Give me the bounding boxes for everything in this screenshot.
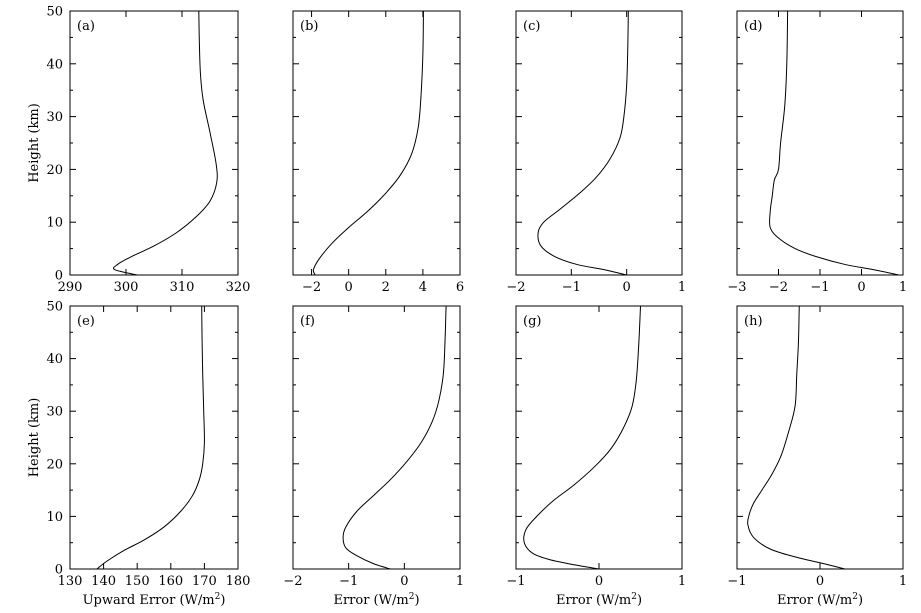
panel-3: −3 −2 −1 0 1 (d) xyxy=(727,10,907,295)
panel-1: −2 0 2 4 6 (b) xyxy=(292,10,464,295)
x-axis-title-end: ) xyxy=(637,593,642,608)
x-tick-label: −1 xyxy=(506,574,525,589)
x-axis-title-sup: 2 xyxy=(409,592,415,602)
x-axis-title: Upward Error (W/m2) xyxy=(83,592,226,608)
series-line xyxy=(96,305,205,570)
y-tick-label: 10 xyxy=(46,510,63,525)
x-axis-title: Error (W/m2) xyxy=(777,592,863,608)
x-tick-label: −2 xyxy=(769,280,788,295)
y-axis-title: Height (km) xyxy=(27,103,42,183)
series-line xyxy=(112,10,218,276)
plot-frame xyxy=(515,10,683,276)
y-tick-label: 40 xyxy=(46,352,63,367)
series-line xyxy=(747,305,846,570)
plot-frame xyxy=(515,305,683,570)
panel-4: 0 10 20 30 40 50 130 140 150 160 170 180 (e) Height (… xyxy=(27,300,250,609)
x-tick-label: 320 xyxy=(226,280,251,295)
panel-label: (d) xyxy=(744,19,762,34)
plot-frame xyxy=(736,305,904,570)
plot-frame xyxy=(736,10,904,276)
y-tick-label: 30 xyxy=(46,405,63,420)
x-tick-label: −1 xyxy=(339,574,358,589)
plot-frame xyxy=(292,305,461,570)
x-tick-label: 0 xyxy=(623,280,631,295)
x-axis-title-main: Error (W/m xyxy=(777,593,852,608)
x-tick-label: −3 xyxy=(727,280,746,295)
x-axis-title-sup: 2 xyxy=(852,592,858,602)
plot-frame xyxy=(292,10,461,276)
x-axis-title-sup: 2 xyxy=(215,592,221,602)
x-tick-label: 1 xyxy=(678,574,686,589)
y-tick-label: 30 xyxy=(46,110,63,125)
x-tick-label: 140 xyxy=(91,574,116,589)
x-tick-label: 0 xyxy=(345,280,353,295)
plot-frame xyxy=(69,10,239,276)
x-axis-title-main: Error (W/m xyxy=(556,593,631,608)
panel-label: (g) xyxy=(523,314,541,329)
y-tick-label: 40 xyxy=(46,57,63,72)
panel-2: −2 −1 0 1 (c) xyxy=(506,10,686,295)
x-tick-label: 130 xyxy=(58,574,83,589)
x-tick-label: 290 xyxy=(58,280,83,295)
x-tick-label: 4 xyxy=(419,280,427,295)
x-tick-label: 1 xyxy=(899,574,907,589)
series-line xyxy=(523,305,641,570)
x-tick-label: 0 xyxy=(400,574,408,589)
x-tick-label: 1 xyxy=(899,280,907,295)
y-tick-label: 0 xyxy=(55,563,63,578)
panel-0: 0 10 20 30 40 50 290 300 310 320 (a) Height (km) xyxy=(27,5,250,296)
y-tick-label: 10 xyxy=(46,216,63,231)
x-axis-title-main: Upward Error (W/m xyxy=(83,593,215,608)
series-line xyxy=(342,305,447,570)
plot-frame xyxy=(69,305,239,570)
x-tick-label: −1 xyxy=(810,280,829,295)
x-tick-label: −1 xyxy=(562,280,581,295)
panel-label: (h) xyxy=(744,314,763,329)
series-line xyxy=(769,10,899,276)
x-tick-label: 2 xyxy=(382,280,390,295)
x-axis-title: Error (W/m2) xyxy=(333,592,419,608)
panel-label: (f) xyxy=(300,314,315,329)
y-tick-label: 50 xyxy=(46,300,63,315)
x-tick-label: 0 xyxy=(857,280,865,295)
x-axis-title: Error (W/m2) xyxy=(556,592,642,608)
panel-label: (b) xyxy=(300,19,318,34)
y-tick-label: 20 xyxy=(46,163,63,178)
x-axis-title-sup: 2 xyxy=(631,592,637,602)
x-tick-label: 310 xyxy=(170,280,195,295)
x-tick-label: 6 xyxy=(456,280,464,295)
x-tick-label: 150 xyxy=(125,574,150,589)
x-tick-label: 0 xyxy=(595,574,603,589)
x-tick-label: −2 xyxy=(302,280,321,295)
panel-7: −1 0 1 (h) Error (W/m2) xyxy=(727,305,907,608)
x-tick-label: 180 xyxy=(226,574,251,589)
x-axis-title-end: ) xyxy=(858,593,863,608)
panel-label: (a) xyxy=(77,19,95,34)
y-tick-label: 20 xyxy=(46,457,63,472)
y-tick-label: 50 xyxy=(46,5,63,20)
x-tick-label: 1 xyxy=(678,280,686,295)
y-axis-title: Height (km) xyxy=(27,398,42,478)
panel-label: (c) xyxy=(523,19,540,34)
x-tick-label: 1 xyxy=(456,574,464,589)
x-axis-title-end: ) xyxy=(220,593,225,608)
x-tick-label: 170 xyxy=(192,574,217,589)
x-axis-title-end: ) xyxy=(414,593,419,608)
x-tick-label: −2 xyxy=(283,574,302,589)
x-tick-label: −2 xyxy=(506,280,525,295)
x-tick-label: 300 xyxy=(114,280,139,295)
panel-6: −1 0 1 (g) Error (W/m2) xyxy=(506,305,686,608)
panel-label: (e) xyxy=(77,314,95,329)
x-tick-label: 0 xyxy=(816,574,824,589)
x-tick-label: −1 xyxy=(727,574,746,589)
series-line xyxy=(537,10,629,276)
x-tick-label: 160 xyxy=(158,574,183,589)
panel-5: −2 −1 0 1 (f) Error (W/m2) xyxy=(283,305,464,608)
y-tick-label: 0 xyxy=(55,269,63,284)
series-line xyxy=(312,10,424,276)
x-axis-title-main: Error (W/m xyxy=(333,593,408,608)
